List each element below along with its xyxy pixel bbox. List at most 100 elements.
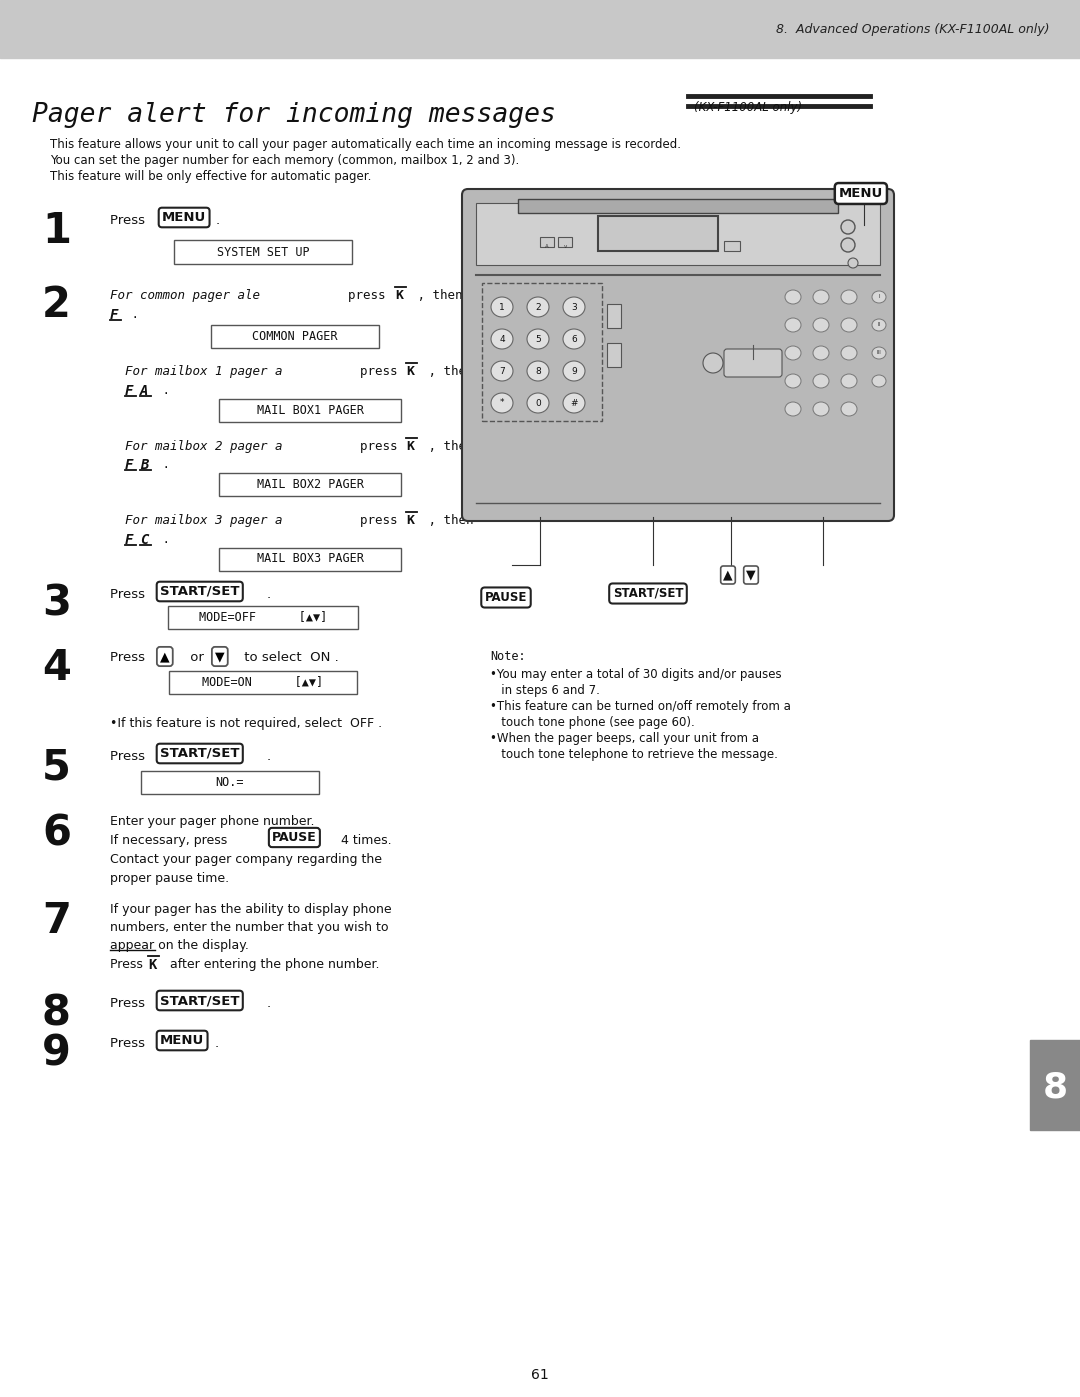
Text: 8.  Advanced Operations (KX-F1100AL only): 8. Advanced Operations (KX-F1100AL only) xyxy=(777,22,1050,35)
Ellipse shape xyxy=(813,346,829,360)
Ellipse shape xyxy=(813,402,829,416)
Text: Press: Press xyxy=(110,588,149,601)
Text: K: K xyxy=(406,514,414,527)
Text: appear on the display.: appear on the display. xyxy=(110,939,248,951)
Text: .: . xyxy=(216,214,220,226)
Text: Contact your pager company regarding the: Contact your pager company regarding the xyxy=(110,854,382,866)
Text: touch tone phone (see page 60).: touch tone phone (see page 60). xyxy=(490,717,694,729)
Ellipse shape xyxy=(841,319,858,332)
Ellipse shape xyxy=(785,291,801,305)
Ellipse shape xyxy=(872,346,886,359)
Ellipse shape xyxy=(841,219,855,235)
Ellipse shape xyxy=(527,298,549,317)
Text: .: . xyxy=(215,1037,219,1051)
Text: .: . xyxy=(156,384,170,397)
Ellipse shape xyxy=(563,393,585,414)
Text: START/SET: START/SET xyxy=(160,585,240,598)
Ellipse shape xyxy=(563,298,585,317)
Text: NO.=: NO.= xyxy=(216,775,244,788)
Text: C: C xyxy=(140,534,148,548)
Text: 7: 7 xyxy=(42,900,71,942)
Text: •If this feature is not required, select  OFF .: •If this feature is not required, select… xyxy=(110,717,382,731)
Text: numbers, enter the number that you wish to: numbers, enter the number that you wish … xyxy=(110,921,389,935)
Text: II: II xyxy=(877,323,880,327)
Text: MENU: MENU xyxy=(160,1034,204,1046)
Bar xyxy=(724,242,740,251)
Text: 4: 4 xyxy=(499,334,504,344)
Text: , then: , then xyxy=(410,289,462,302)
Text: MAIL BOX2 PAGER: MAIL BOX2 PAGER xyxy=(257,478,364,490)
Text: SYSTEM SET UP: SYSTEM SET UP xyxy=(217,246,309,258)
Ellipse shape xyxy=(527,330,549,349)
Text: .: . xyxy=(267,588,271,601)
Text: Enter your pager phone number.: Enter your pager phone number. xyxy=(110,814,314,828)
Bar xyxy=(211,324,379,348)
Text: START/SET: START/SET xyxy=(160,995,240,1007)
Text: (KX-F1100AL only): (KX-F1100AL only) xyxy=(694,102,802,115)
Text: MAIL BOX1 PAGER: MAIL BOX1 PAGER xyxy=(257,404,364,416)
Text: Press: Press xyxy=(110,997,149,1010)
Ellipse shape xyxy=(785,319,801,332)
Text: For mailbox 2 pager a: For mailbox 2 pager a xyxy=(125,440,283,453)
Ellipse shape xyxy=(563,360,585,381)
Text: *: * xyxy=(500,398,504,408)
Ellipse shape xyxy=(841,346,858,360)
Text: K: K xyxy=(395,289,403,302)
FancyBboxPatch shape xyxy=(724,349,782,377)
Bar xyxy=(219,548,401,570)
Ellipse shape xyxy=(872,319,886,331)
Text: 4 times.: 4 times. xyxy=(337,834,392,847)
Text: For common pager ale: For common pager ale xyxy=(110,289,260,302)
Text: .: . xyxy=(156,458,170,471)
Text: 9: 9 xyxy=(571,366,577,376)
Bar xyxy=(0,0,1080,59)
Text: COMMON PAGER: COMMON PAGER xyxy=(253,330,338,342)
Text: ▼: ▼ xyxy=(746,569,756,581)
Bar xyxy=(540,237,554,247)
Text: press: press xyxy=(360,440,405,453)
Bar xyxy=(168,605,357,629)
Text: For mailbox 1 pager a: For mailbox 1 pager a xyxy=(125,365,283,379)
Ellipse shape xyxy=(703,353,723,373)
Text: Press: Press xyxy=(110,214,149,226)
Text: press: press xyxy=(348,289,393,302)
Bar xyxy=(219,472,401,496)
FancyBboxPatch shape xyxy=(462,189,894,521)
Text: MENU: MENU xyxy=(839,187,883,200)
Text: MENU: MENU xyxy=(162,211,206,224)
Bar xyxy=(598,217,718,251)
Ellipse shape xyxy=(785,374,801,388)
Text: or: or xyxy=(186,651,208,664)
Text: Press: Press xyxy=(110,651,149,664)
Text: touch tone telephone to retrieve the message.: touch tone telephone to retrieve the mes… xyxy=(490,747,778,761)
Bar xyxy=(141,771,319,793)
Text: •When the pager beeps, call your unit from a: •When the pager beeps, call your unit fr… xyxy=(490,732,759,745)
Text: •This feature can be turned on/off remotely from a: •This feature can be turned on/off remot… xyxy=(490,700,791,712)
Text: F: F xyxy=(110,307,119,321)
Text: 3: 3 xyxy=(571,303,577,312)
Ellipse shape xyxy=(841,237,855,251)
Text: 9: 9 xyxy=(42,1032,71,1076)
Ellipse shape xyxy=(841,402,858,416)
Ellipse shape xyxy=(813,319,829,332)
Text: after entering the phone number.: after entering the phone number. xyxy=(162,958,379,971)
Bar xyxy=(558,237,572,247)
Text: If necessary, press: If necessary, press xyxy=(110,834,231,847)
Text: START/SET: START/SET xyxy=(160,747,240,760)
Text: 6: 6 xyxy=(42,812,71,854)
Ellipse shape xyxy=(848,258,858,268)
Ellipse shape xyxy=(491,393,513,414)
Text: 0: 0 xyxy=(535,398,541,408)
Text: ▲: ▲ xyxy=(160,650,170,664)
Ellipse shape xyxy=(527,393,549,414)
Ellipse shape xyxy=(841,374,858,388)
Bar xyxy=(168,671,357,693)
Text: 1: 1 xyxy=(42,210,71,251)
Text: 4: 4 xyxy=(42,647,71,689)
Ellipse shape xyxy=(785,402,801,416)
Text: 1: 1 xyxy=(499,303,504,312)
Text: ▼: ▼ xyxy=(215,650,225,664)
Text: START/SET: START/SET xyxy=(612,587,684,599)
Text: , then: , then xyxy=(421,440,473,453)
Text: K: K xyxy=(148,958,157,972)
